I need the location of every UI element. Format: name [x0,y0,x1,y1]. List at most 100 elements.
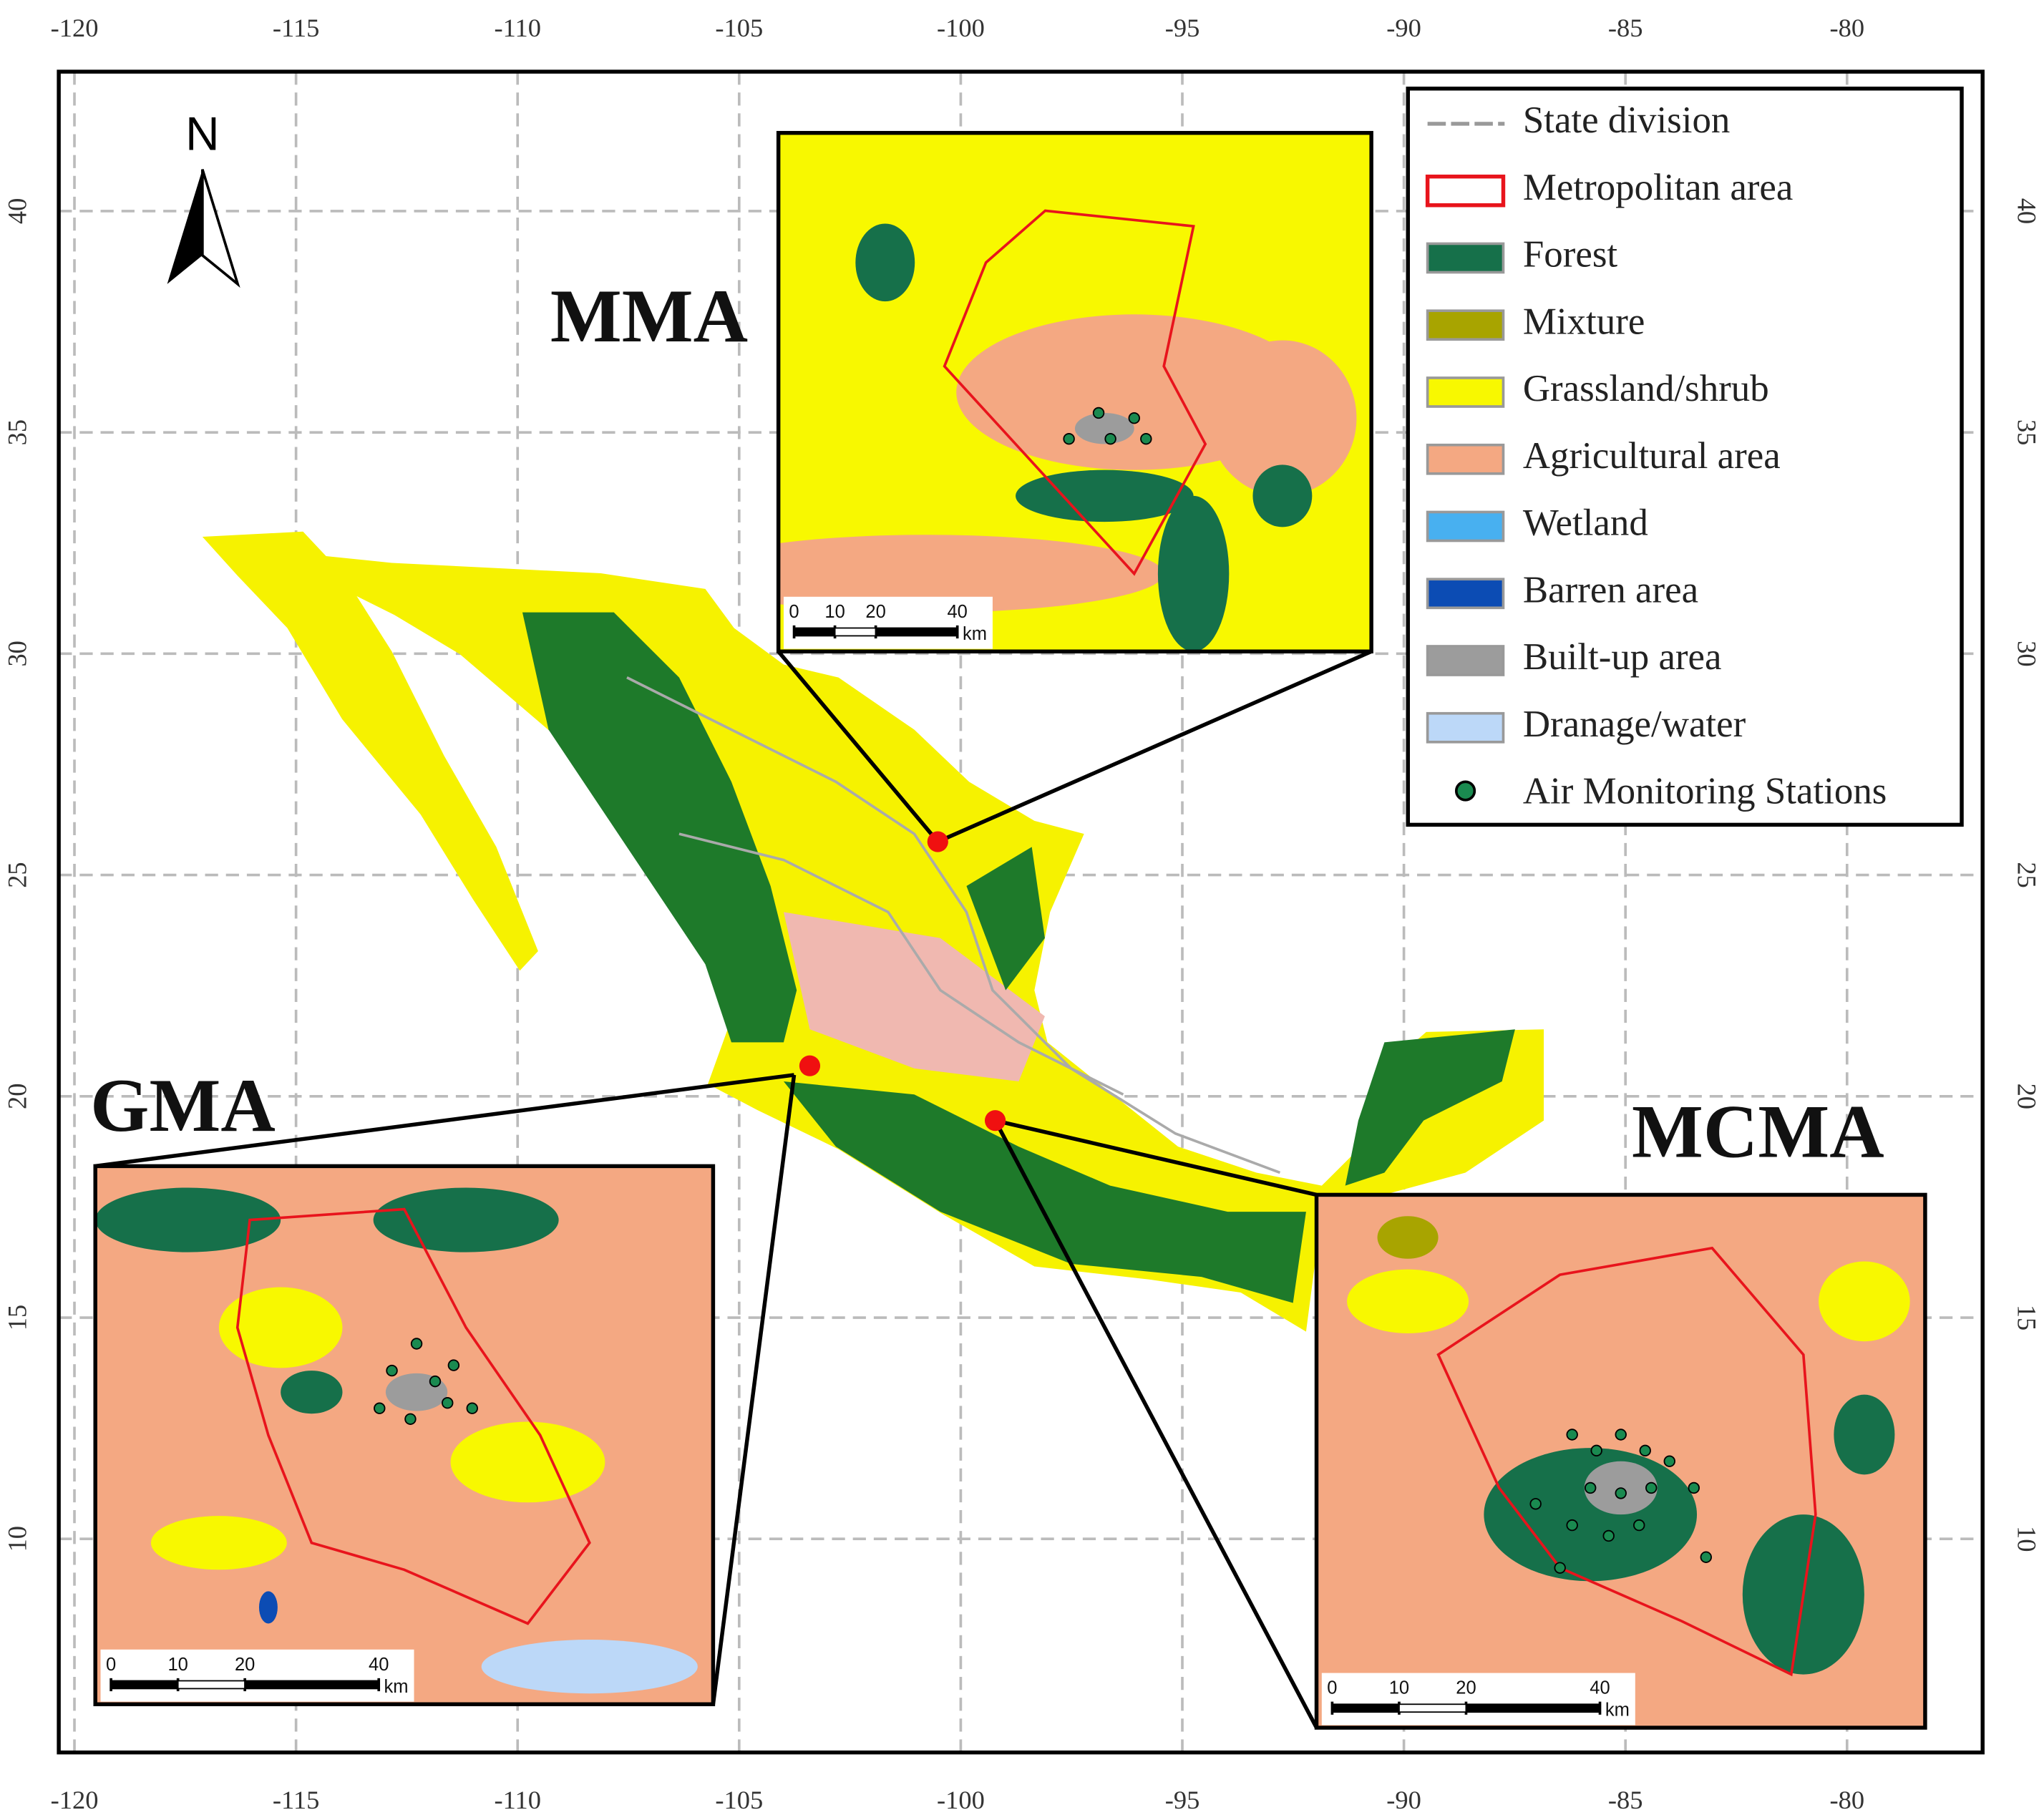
landcover-patch [1377,1216,1439,1259]
region-label: MMA [550,274,748,358]
landcover-patch [855,223,915,302]
southern-forest [783,1081,1306,1303]
scale-bar-bg [783,596,993,649]
x-tick-label: -115 [273,14,320,42]
landcover-patch [218,1287,343,1368]
landcover-patch [1157,495,1230,652]
metro-boundary [235,1207,591,1625]
y-tick-label: 25 [3,862,31,887]
x-tick-label: -120 [51,1786,99,1814]
legend-label: Wetland [1523,502,1648,544]
landcover-patch [150,1516,287,1570]
scale-bar-label: 40 [1590,1678,1610,1698]
monitoring-station [1063,432,1075,445]
legend-label: Air Monitoring Stations [1523,771,1887,812]
x-tick-label: -110 [494,1786,541,1814]
landcover-patch [1347,1269,1469,1334]
sierra-madre-occidental [522,612,797,1043]
scale-bar-label: 0 [1327,1678,1337,1698]
land [202,531,1544,1332]
landcover-patch [1484,1448,1698,1582]
inset-body [1316,1194,1925,1728]
legend-swatch [1426,645,1505,676]
monitoring-station [1554,1562,1566,1574]
scale-bar-segment [875,627,958,637]
legend-swatch [1425,174,1506,208]
metro-location [927,831,948,852]
x-tick-label: -80 [1829,14,1864,42]
y-tick-label: 30 [3,641,31,666]
scale-bar-label: 0 [106,1655,116,1675]
leader-line [994,1118,1318,1197]
monitoring-station [1092,407,1105,419]
y-tick-label: 35 [3,419,31,445]
metro-boundary [943,209,1207,576]
scale-bar-unit: km [1605,1700,1630,1721]
central-agriculture [783,912,1045,1082]
baja-california [202,531,538,971]
scale-bar-segment [110,1680,179,1690]
landcover-patch [1252,464,1313,527]
scale-bar-label: 20 [1456,1678,1476,1698]
legend-label: Barren area [1523,569,1698,610]
legend-swatch [1426,510,1505,542]
monitoring-station [386,1364,398,1377]
region-label: MCMA [1632,1090,1884,1174]
monitoring-station [1602,1529,1615,1542]
monitoring-station [1104,432,1116,445]
y-tick-label: 25 [2012,862,2040,887]
legend-label: Forest [1523,234,1618,276]
x-tick-label: -95 [1165,14,1200,42]
x-tick-label: -115 [273,1786,320,1814]
legend-label: Agricultural area [1523,435,1781,477]
y-tick-label: 15 [2012,1305,2040,1330]
metro-location [984,1110,1006,1132]
leader-line [777,650,940,843]
legend-swatch [1426,376,1505,408]
legend-label: Mixture [1523,301,1645,342]
scale-bar-label: 40 [369,1655,389,1675]
scale-bar-segment [1398,1703,1467,1713]
x-tick-label: -105 [715,1786,763,1814]
y-tick-label: 15 [3,1305,31,1330]
y-tick-label: 35 [2012,419,2040,445]
monitoring-station [466,1402,478,1414]
legend: State division Metropolitan area Forest Mix… [1406,87,1964,827]
landcover-patch [373,1187,559,1252]
metro-location [799,1055,821,1076]
scale-bar-segment [244,1680,380,1690]
monitoring-station [447,1359,460,1371]
inset-frame [1314,1192,1927,1730]
leader-line [993,1119,1318,1729]
monitoring-station [374,1402,386,1414]
scale-bar-segment [834,627,877,637]
scale-bar-bg [1321,1673,1635,1726]
x-tick-label: -100 [937,14,985,42]
landcover-patch [450,1421,605,1503]
landcover-patch [281,1371,343,1414]
scale-bar-label: 40 [947,602,967,622]
landcover-patch [1208,340,1357,496]
legend-label: State division [1523,99,1731,141]
monitoring-station [1140,432,1152,445]
landcover-patch [95,1187,281,1252]
monitoring-station [404,1413,417,1425]
monitoring-station [1584,1481,1597,1494]
y-tick-label: 10 [3,1526,31,1552]
x-tick-label: -90 [1386,14,1421,42]
north-arrow: N [167,107,240,288]
inset-frame [776,130,1373,653]
monitoring-station [1663,1455,1675,1467]
scale-bar-label: 20 [235,1655,255,1675]
legend-swatch [1426,309,1505,341]
y-tick-label: 20 [3,1084,31,1109]
legend-swatch [1426,711,1505,744]
legend-label: Dranage/water [1523,704,1746,745]
landcover-patch [258,1591,278,1624]
region-label: GMA [90,1064,276,1147]
